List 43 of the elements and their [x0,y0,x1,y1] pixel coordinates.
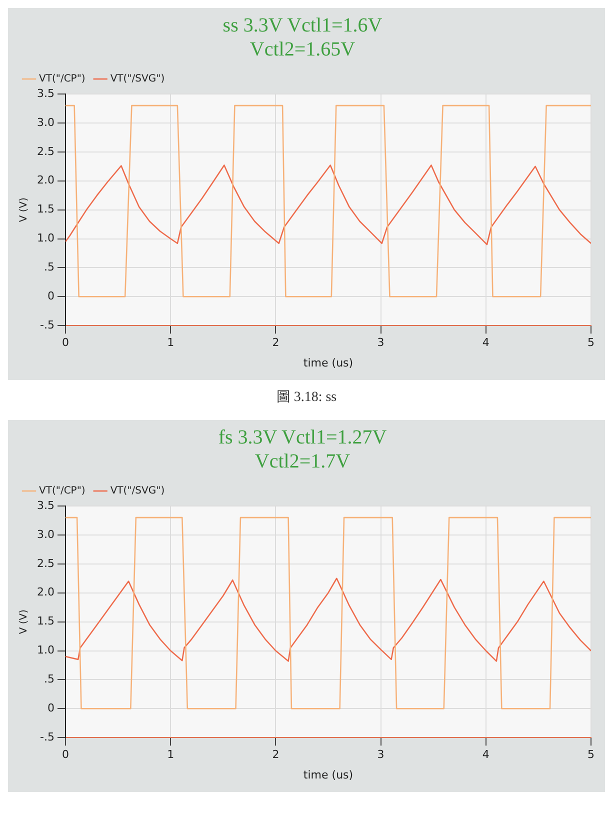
x-tick-label: 4 [482,336,490,350]
x-tick-label: 0 [62,336,69,350]
y-tick-label: 2.5 [36,144,54,158]
y-tick-label: .5 [44,260,54,274]
y-tick-label: 1.0 [36,232,54,245]
x-axis-title: time (us) [303,356,354,370]
legend-label: VT("/CP") [39,74,86,85]
x-tick-label: 5 [588,336,594,350]
chart-subtitle: Vctl2=1.7V [254,450,351,472]
legend-label: VT("/CP") [39,486,86,497]
y-tick-label: 2.5 [36,556,54,570]
y-tick-label: -.5 [40,730,54,744]
y-tick-label: 2.0 [36,586,54,599]
x-tick-label: 5 [588,748,594,762]
x-tick-label: 1 [167,336,174,350]
y-tick-label: 2.0 [36,174,54,187]
caption: 圖 3.18: ss [275,389,338,407]
x-tick-label: 2 [272,336,280,350]
y-tick-label: -.5 [40,318,54,332]
chart-title: ss 3.3V Vctl1=1.6V [222,14,383,36]
chart-subtitle: Vctl2=1.65V [250,38,356,60]
x-tick-label: 3 [377,748,384,762]
x-tick-label: 1 [167,748,174,762]
y-tick-label: 1.0 [36,644,54,657]
y-tick-label: 1.5 [36,202,54,216]
y-tick-label: 3.5 [36,498,54,512]
legend-label: VT("/SVG") [110,486,165,497]
x-tick-label: 3 [377,336,384,350]
legend-label: VT("/SVG") [110,74,165,85]
y-tick-label: 0 [47,702,54,715]
y-tick-label: 3.0 [36,116,54,129]
y-axis-title: V (V) [18,197,30,222]
chart-title: fs 3.3V Vctl1=1.27V [218,426,388,448]
x-tick-label: 2 [272,748,280,762]
y-tick-label: 3.5 [36,86,54,100]
x-tick-label: 4 [482,748,490,762]
y-tick-label: 3.0 [36,528,54,541]
y-axis-title: V (V) [18,609,30,634]
y-tick-label: .5 [44,672,54,686]
x-axis-title: time (us) [303,768,354,782]
y-tick-label: 0 [47,290,54,303]
x-tick-label: 0 [62,748,69,762]
y-tick-label: 1.5 [36,614,54,628]
